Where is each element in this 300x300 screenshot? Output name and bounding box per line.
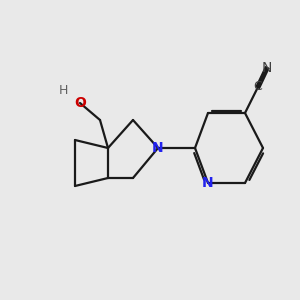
Text: N: N [262,61,272,75]
Text: C: C [254,80,262,94]
Text: N: N [202,176,214,190]
Text: H: H [58,83,68,97]
Text: O: O [74,96,86,110]
Text: N: N [152,141,164,155]
